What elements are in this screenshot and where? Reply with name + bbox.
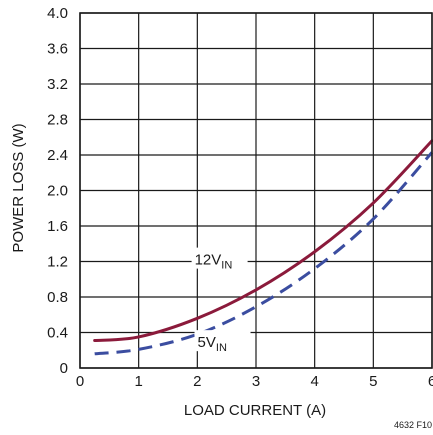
series-label-subscript: IN bbox=[221, 260, 232, 272]
y-tick-label: 1.6 bbox=[47, 218, 68, 235]
series-label-0: 12VIN bbox=[195, 252, 233, 272]
y-tick-label: 1.2 bbox=[47, 254, 68, 271]
x-tick-label: 5 bbox=[369, 373, 377, 390]
y-tick-label: 0.4 bbox=[47, 325, 68, 342]
series-label-background bbox=[194, 330, 251, 352]
y-tick-label: 3.2 bbox=[47, 76, 68, 93]
y-tick-label: 2.4 bbox=[47, 147, 68, 164]
y-tick-label: 2.8 bbox=[47, 112, 68, 129]
x-tick-label: 0 bbox=[76, 373, 84, 390]
series-label-main: 12V bbox=[195, 252, 222, 269]
series-label-subscript: IN bbox=[216, 342, 227, 354]
x-tick-label: 2 bbox=[193, 373, 201, 390]
y-tick-label: 2.0 bbox=[47, 183, 68, 200]
y-axis-label: POWER LOSS (W) bbox=[10, 123, 27, 252]
chart-series bbox=[93, 139, 433, 356]
series-line-0 bbox=[93, 139, 433, 342]
x-axis-label: LOAD CURRENT (A) bbox=[184, 402, 326, 419]
plot-frame bbox=[79, 12, 433, 369]
plot-border bbox=[79, 12, 433, 369]
chart-grid bbox=[79, 12, 433, 369]
x-tick-label: 4 bbox=[310, 373, 318, 390]
series-label-main: 5V bbox=[198, 334, 216, 351]
series-label-1: 5VIN bbox=[198, 334, 227, 354]
y-tick-labels: 0 0.4 0.8 1.2 1.6 2.0 2.4 2.8 3.2 3.6 4.0 bbox=[47, 5, 68, 377]
x-tick-label: 6 bbox=[428, 373, 433, 390]
y-tick-label: 0 bbox=[60, 360, 68, 377]
figure-id: 4632 F10 bbox=[394, 420, 432, 430]
series-label-background bbox=[191, 247, 248, 269]
x-tick-label: 3 bbox=[252, 373, 260, 390]
series-line-1 bbox=[94, 151, 433, 356]
y-tick-label: 0.8 bbox=[47, 289, 68, 306]
x-tick-labels: 0 1 2 3 4 5 6 bbox=[76, 373, 433, 390]
y-tick-label: 3.6 bbox=[47, 41, 68, 58]
x-tick-label: 1 bbox=[134, 373, 142, 390]
y-tick-label: 4.0 bbox=[47, 5, 68, 22]
